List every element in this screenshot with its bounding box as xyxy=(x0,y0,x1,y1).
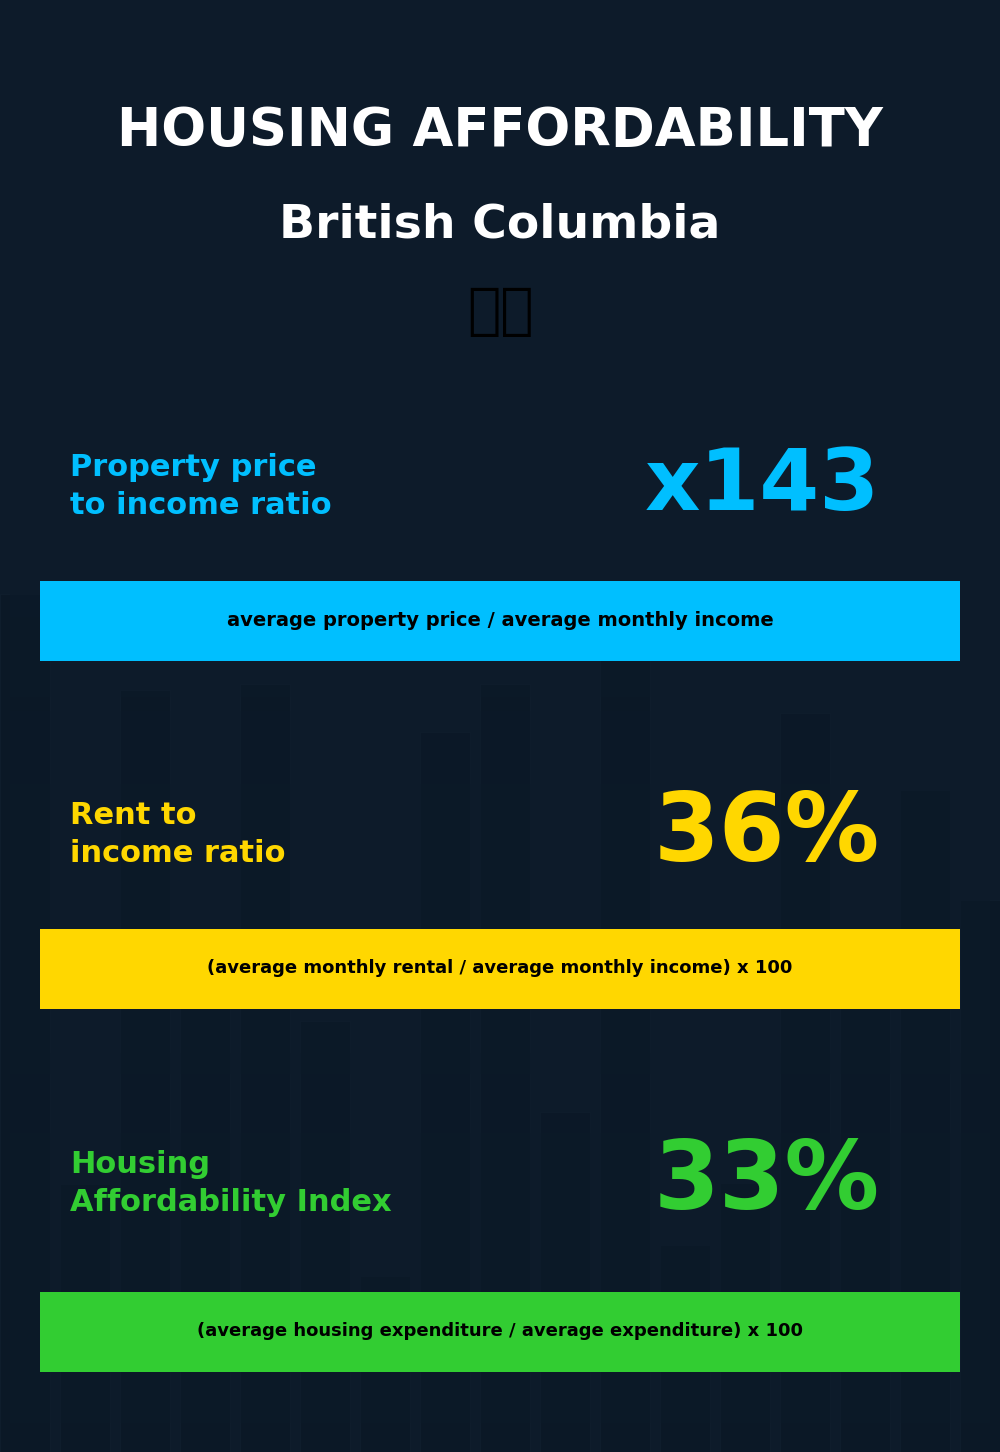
Text: Housing
Affordability Index: Housing Affordability Index xyxy=(70,1150,392,1217)
Text: (average monthly rental / average monthly income) x 100: (average monthly rental / average monthl… xyxy=(207,960,793,977)
Bar xyxy=(660,829,710,1452)
Bar xyxy=(180,1275,230,1452)
Text: x143: x143 xyxy=(645,444,880,529)
Bar xyxy=(780,871,830,1452)
Bar xyxy=(420,1022,470,1452)
Bar xyxy=(40,929,960,1009)
Bar xyxy=(960,1192,1000,1452)
Text: 🇨🇦: 🇨🇦 xyxy=(467,285,533,340)
Bar xyxy=(0,974,50,1452)
Bar xyxy=(600,849,650,1452)
Bar xyxy=(10,407,990,697)
Bar xyxy=(10,363,990,617)
Text: Property price
to income ratio: Property price to income ratio xyxy=(70,453,332,520)
Bar xyxy=(720,1050,770,1452)
Bar xyxy=(10,711,990,966)
Bar xyxy=(60,1134,110,1452)
Bar xyxy=(10,1053,990,1321)
Bar xyxy=(40,1292,960,1372)
Text: HOUSING AFFORDABILITY: HOUSING AFFORDABILITY xyxy=(117,105,883,157)
Text: (average housing expenditure / average expenditure) x 100: (average housing expenditure / average e… xyxy=(197,1323,803,1340)
Bar xyxy=(840,1237,890,1452)
Bar xyxy=(900,707,950,1452)
Bar xyxy=(540,780,590,1452)
Bar xyxy=(240,1288,290,1452)
Bar xyxy=(40,581,960,661)
Bar xyxy=(300,1114,350,1452)
Text: 33%: 33% xyxy=(654,1137,880,1230)
Bar xyxy=(10,1133,990,1423)
Bar xyxy=(360,1172,410,1452)
Bar xyxy=(480,642,530,1452)
Text: 36%: 36% xyxy=(654,788,880,881)
Text: Rent to
income ratio: Rent to income ratio xyxy=(70,802,286,868)
Bar xyxy=(10,784,990,1074)
Text: British Columbia: British Columbia xyxy=(279,203,721,247)
Text: average property price / average monthly income: average property price / average monthly… xyxy=(227,610,773,630)
Bar xyxy=(120,973,170,1452)
